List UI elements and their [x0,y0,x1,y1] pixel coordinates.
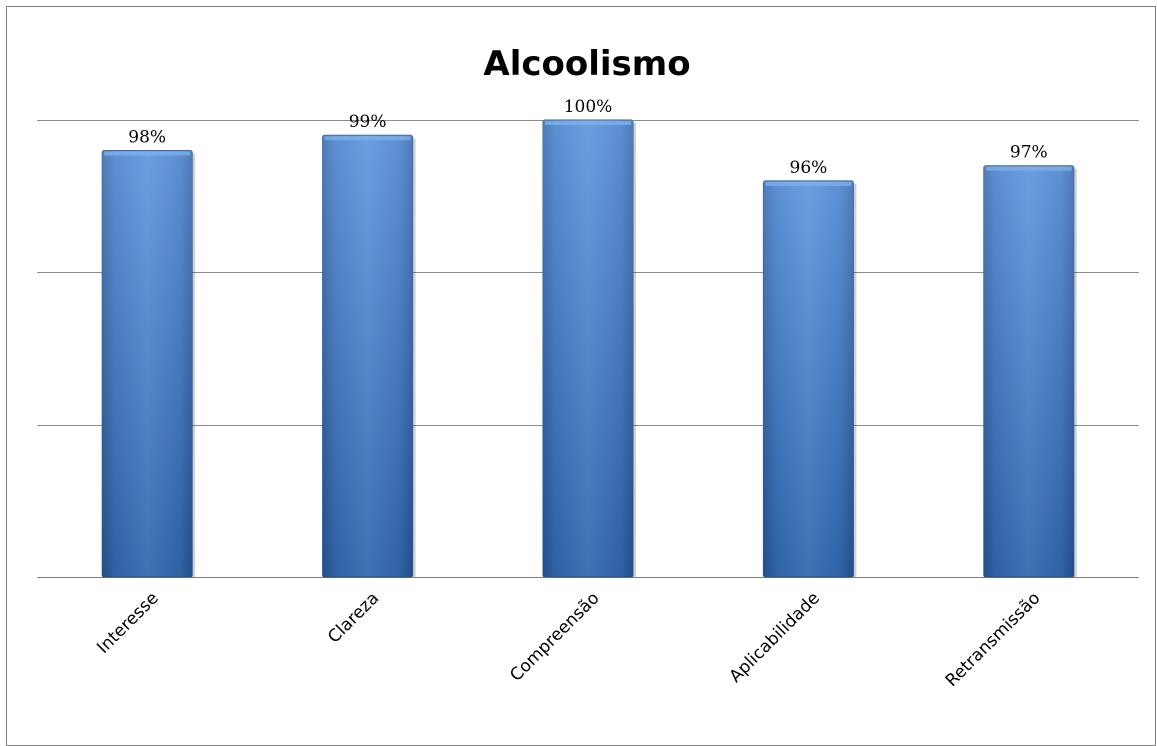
chart-title: Alcoolismo [483,44,690,84]
bar-shade [983,165,1074,577]
bar-shade [322,135,413,577]
bar-top-highlight [324,136,411,141]
bar-shade [102,150,193,577]
value-label: 96% [790,158,828,178]
value-label: 100% [564,97,613,117]
category-label: Interesse [93,588,162,657]
bar-top-highlight [104,151,191,156]
bar-top-highlight [985,166,1072,171]
value-label: 99% [349,112,387,132]
bar-shade [763,180,854,577]
bar-shade [543,120,633,577]
bar-top-highlight [765,181,852,186]
category-label: Compreensão [506,588,603,685]
category-label: Aplicabilidade [726,588,824,686]
category-label: Clareza [324,588,383,647]
bars [101,119,1077,578]
category-label: Retransmissão [942,588,1045,691]
value-labels: 98% 99% 100% 96% 97% [128,97,1047,178]
value-label: 97% [1010,143,1048,163]
category-labels: Interesse Clareza Compreensão Aplicabilidad… [93,588,1044,691]
value-label: 98% [128,127,166,147]
bar-top-highlight [545,121,631,125]
